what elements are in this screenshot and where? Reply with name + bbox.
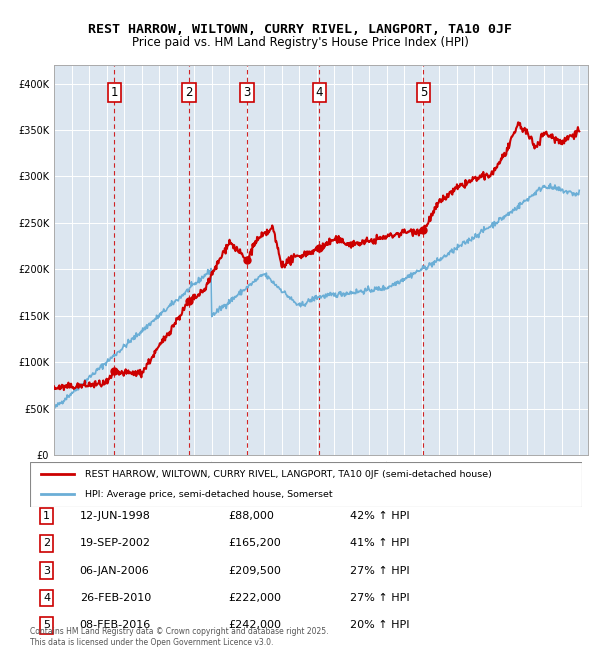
Text: Price paid vs. HM Land Registry's House Price Index (HPI): Price paid vs. HM Land Registry's House … xyxy=(131,36,469,49)
Text: £88,000: £88,000 xyxy=(229,511,275,521)
Text: 27% ↑ HPI: 27% ↑ HPI xyxy=(350,593,410,603)
Text: 5: 5 xyxy=(43,620,50,630)
Text: REST HARROW, WILTOWN, CURRY RIVEL, LANGPORT, TA10 0JF: REST HARROW, WILTOWN, CURRY RIVEL, LANGP… xyxy=(88,23,512,36)
Text: 2: 2 xyxy=(43,538,50,549)
Text: 1: 1 xyxy=(43,511,50,521)
Text: 2: 2 xyxy=(185,86,193,99)
Text: 3: 3 xyxy=(43,566,50,576)
Text: 42% ↑ HPI: 42% ↑ HPI xyxy=(350,511,410,521)
Text: 4: 4 xyxy=(316,86,323,99)
Text: 06-JAN-2006: 06-JAN-2006 xyxy=(80,566,149,576)
Text: 08-FEB-2016: 08-FEB-2016 xyxy=(80,620,151,630)
Text: 26-FEB-2010: 26-FEB-2010 xyxy=(80,593,151,603)
Text: HPI: Average price, semi-detached house, Somerset: HPI: Average price, semi-detached house,… xyxy=(85,489,333,499)
Text: 19-SEP-2002: 19-SEP-2002 xyxy=(80,538,151,549)
Text: 4: 4 xyxy=(43,593,50,603)
Text: 12-JUN-1998: 12-JUN-1998 xyxy=(80,511,151,521)
Text: £165,200: £165,200 xyxy=(229,538,281,549)
FancyBboxPatch shape xyxy=(30,462,582,507)
Text: 1: 1 xyxy=(110,86,118,99)
Text: REST HARROW, WILTOWN, CURRY RIVEL, LANGPORT, TA10 0JF (semi-detached house): REST HARROW, WILTOWN, CURRY RIVEL, LANGP… xyxy=(85,470,492,479)
Text: 27% ↑ HPI: 27% ↑ HPI xyxy=(350,566,410,576)
Text: £242,000: £242,000 xyxy=(229,620,282,630)
Text: 5: 5 xyxy=(420,86,427,99)
Text: 3: 3 xyxy=(243,86,251,99)
Text: 20% ↑ HPI: 20% ↑ HPI xyxy=(350,620,410,630)
Text: £222,000: £222,000 xyxy=(229,593,282,603)
Text: Contains HM Land Registry data © Crown copyright and database right 2025.
This d: Contains HM Land Registry data © Crown c… xyxy=(30,627,329,647)
Text: £209,500: £209,500 xyxy=(229,566,281,576)
Text: 41% ↑ HPI: 41% ↑ HPI xyxy=(350,538,410,549)
